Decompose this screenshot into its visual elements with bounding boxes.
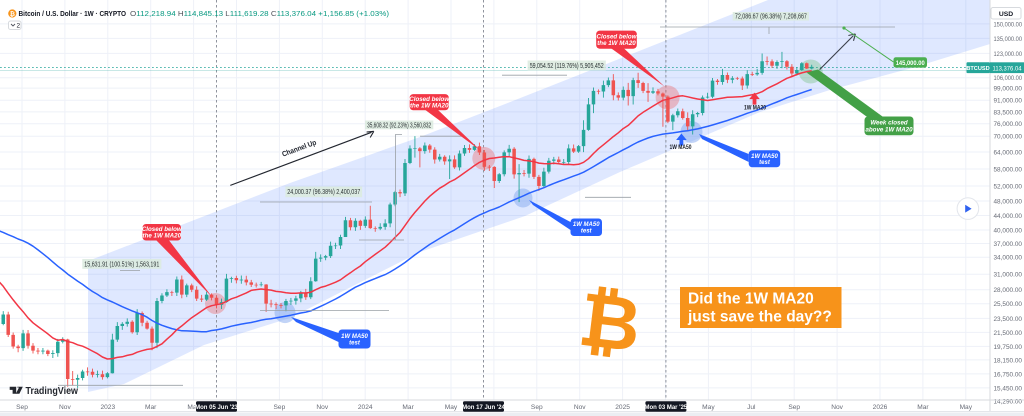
svg-text:1W MA50: 1W MA50 (751, 154, 778, 160)
svg-text:Bitcoin / U.S. Dollar · 1W · C: Bitcoin / U.S. Dollar · 1W · CRYPTO (19, 9, 127, 18)
svg-text:58,000.00: 58,000.00 (994, 166, 1023, 173)
svg-text:106,000.00: 106,000.00 (994, 75, 1023, 82)
svg-text:28,000.00: 28,000.00 (994, 287, 1023, 294)
svg-text:Mar: Mar (917, 404, 929, 411)
svg-text:the 1W MA20: the 1W MA20 (597, 40, 636, 47)
svg-text:59,054.52 (119.76%) 5,905,452: 59,054.52 (119.76%) 5,905,452 (530, 63, 604, 70)
svg-text:23,500.00: 23,500.00 (994, 316, 1023, 323)
svg-text:48,000.00: 48,000.00 (994, 198, 1023, 205)
svg-text:123,000.00: 123,000.00 (994, 51, 1023, 58)
svg-text:Sep: Sep (274, 404, 286, 411)
svg-text:just save the day??: just save the day?? (687, 309, 832, 326)
svg-text:Mon 17 Jun '24: Mon 17 Jun '24 (462, 405, 505, 411)
svg-text:2023: 2023 (100, 404, 115, 411)
svg-text:1W MA20: 1W MA20 (744, 105, 766, 112)
svg-text:135,000.00: 135,000.00 (994, 36, 1023, 43)
svg-text:15,450.00: 15,450.00 (994, 385, 1023, 392)
svg-text:21,500.00: 21,500.00 (994, 330, 1023, 337)
svg-text:the 1W MA20: the 1W MA20 (410, 103, 449, 110)
svg-text:Mon 05 Jun '23: Mon 05 Jun '23 (195, 405, 238, 411)
svg-text:Week closed: Week closed (870, 120, 908, 127)
svg-text:150,000.00: 150,000.00 (994, 21, 1023, 28)
svg-text:83,500.00: 83,500.00 (994, 109, 1023, 116)
svg-text:May: May (445, 404, 458, 411)
svg-text:31,000.00: 31,000.00 (994, 272, 1023, 279)
svg-text:Nov: Nov (316, 404, 328, 411)
svg-text:91,000.00: 91,000.00 (994, 98, 1023, 105)
svg-text:113,376.04: 113,376.04 (993, 65, 1022, 72)
svg-text:14,290.00: 14,290.00 (994, 398, 1023, 405)
svg-text:99,000.00: 99,000.00 (994, 86, 1023, 93)
svg-text:Sep: Sep (16, 404, 28, 411)
svg-text:TradingView: TradingView (26, 386, 79, 397)
svg-text:1W MA50: 1W MA50 (341, 334, 368, 340)
svg-text:2025: 2025 (615, 404, 630, 411)
svg-text:35,608.32 (92.23%) 3,560,832: 35,608.32 (92.23%) 3,560,832 (367, 122, 431, 129)
svg-text:May: May (960, 404, 973, 411)
svg-text:BTCUSD: BTCUSD (966, 66, 989, 72)
svg-text:above 1W MA20: above 1W MA20 (865, 127, 913, 134)
svg-text:16,750.00: 16,750.00 (994, 371, 1023, 378)
svg-text:25,500.00: 25,500.00 (994, 301, 1023, 308)
svg-text:test: test (581, 229, 593, 235)
svg-text:Sep: Sep (531, 404, 543, 411)
svg-text:₿: ₿ (575, 277, 646, 368)
svg-text:Mar: Mar (145, 404, 157, 411)
svg-text:44,000.00: 44,000.00 (994, 213, 1023, 220)
svg-text:76,000.00: 76,000.00 (994, 121, 1023, 128)
svg-text:34,000.00: 34,000.00 (994, 255, 1023, 262)
svg-text:24,000.37 (96.38%) 2,400,037: 24,000.37 (96.38%) 2,400,037 (287, 189, 360, 196)
svg-text:2024: 2024 (358, 404, 373, 411)
svg-text:Nov: Nov (574, 404, 586, 411)
svg-text:2026: 2026 (873, 404, 888, 411)
svg-text:USD: USD (999, 11, 1013, 18)
svg-text:145,000.00: 145,000.00 (896, 60, 925, 67)
svg-text:Sep: Sep (788, 404, 800, 411)
svg-text:₿: ₿ (10, 10, 15, 18)
svg-text:2: 2 (17, 23, 21, 30)
svg-text:Mar: Mar (402, 404, 414, 411)
svg-text:37,000.00: 37,000.00 (994, 241, 1023, 248)
svg-text:72,086.67 (96.38%) 7,208,667: 72,086.67 (96.38%) 7,208,667 (735, 14, 807, 21)
svg-text:70,000.00: 70,000.00 (994, 134, 1023, 141)
svg-text:O112,218.94 H114,845.13 L111,6: O112,218.94 H114,845.13 L111,619.28 C113… (130, 9, 389, 18)
svg-text:Nov: Nov (59, 404, 71, 411)
svg-text:May: May (187, 404, 200, 411)
svg-text:May: May (702, 404, 715, 411)
svg-text:Closed below: Closed below (409, 96, 450, 103)
svg-text:52,000.00: 52,000.00 (994, 183, 1023, 190)
svg-text:1W MA50: 1W MA50 (670, 144, 692, 151)
svg-text:64,000.00: 64,000.00 (994, 149, 1023, 156)
svg-text:Closed below: Closed below (142, 226, 183, 233)
svg-text:the 1W MA20: the 1W MA20 (143, 233, 182, 240)
svg-text:test: test (349, 340, 361, 346)
svg-text:15,631.91 (100.51%) 1,563,191: 15,631.91 (100.51%) 1,563,191 (84, 261, 159, 268)
svg-text:Closed below: Closed below (597, 34, 638, 41)
svg-text:Did the 1W MA20: Did the 1W MA20 (688, 291, 814, 308)
svg-text:test: test (759, 160, 771, 166)
svg-text:18,150.00: 18,150.00 (994, 357, 1023, 364)
svg-text:Jul: Jul (747, 404, 756, 411)
svg-text:Nov: Nov (831, 404, 843, 411)
svg-text:19,750.00: 19,750.00 (994, 344, 1023, 351)
svg-text:40,000.00: 40,000.00 (994, 227, 1023, 234)
svg-text:Mon 03 Mar '25: Mon 03 Mar '25 (645, 405, 688, 411)
svg-text:1W MA50: 1W MA50 (573, 222, 600, 228)
